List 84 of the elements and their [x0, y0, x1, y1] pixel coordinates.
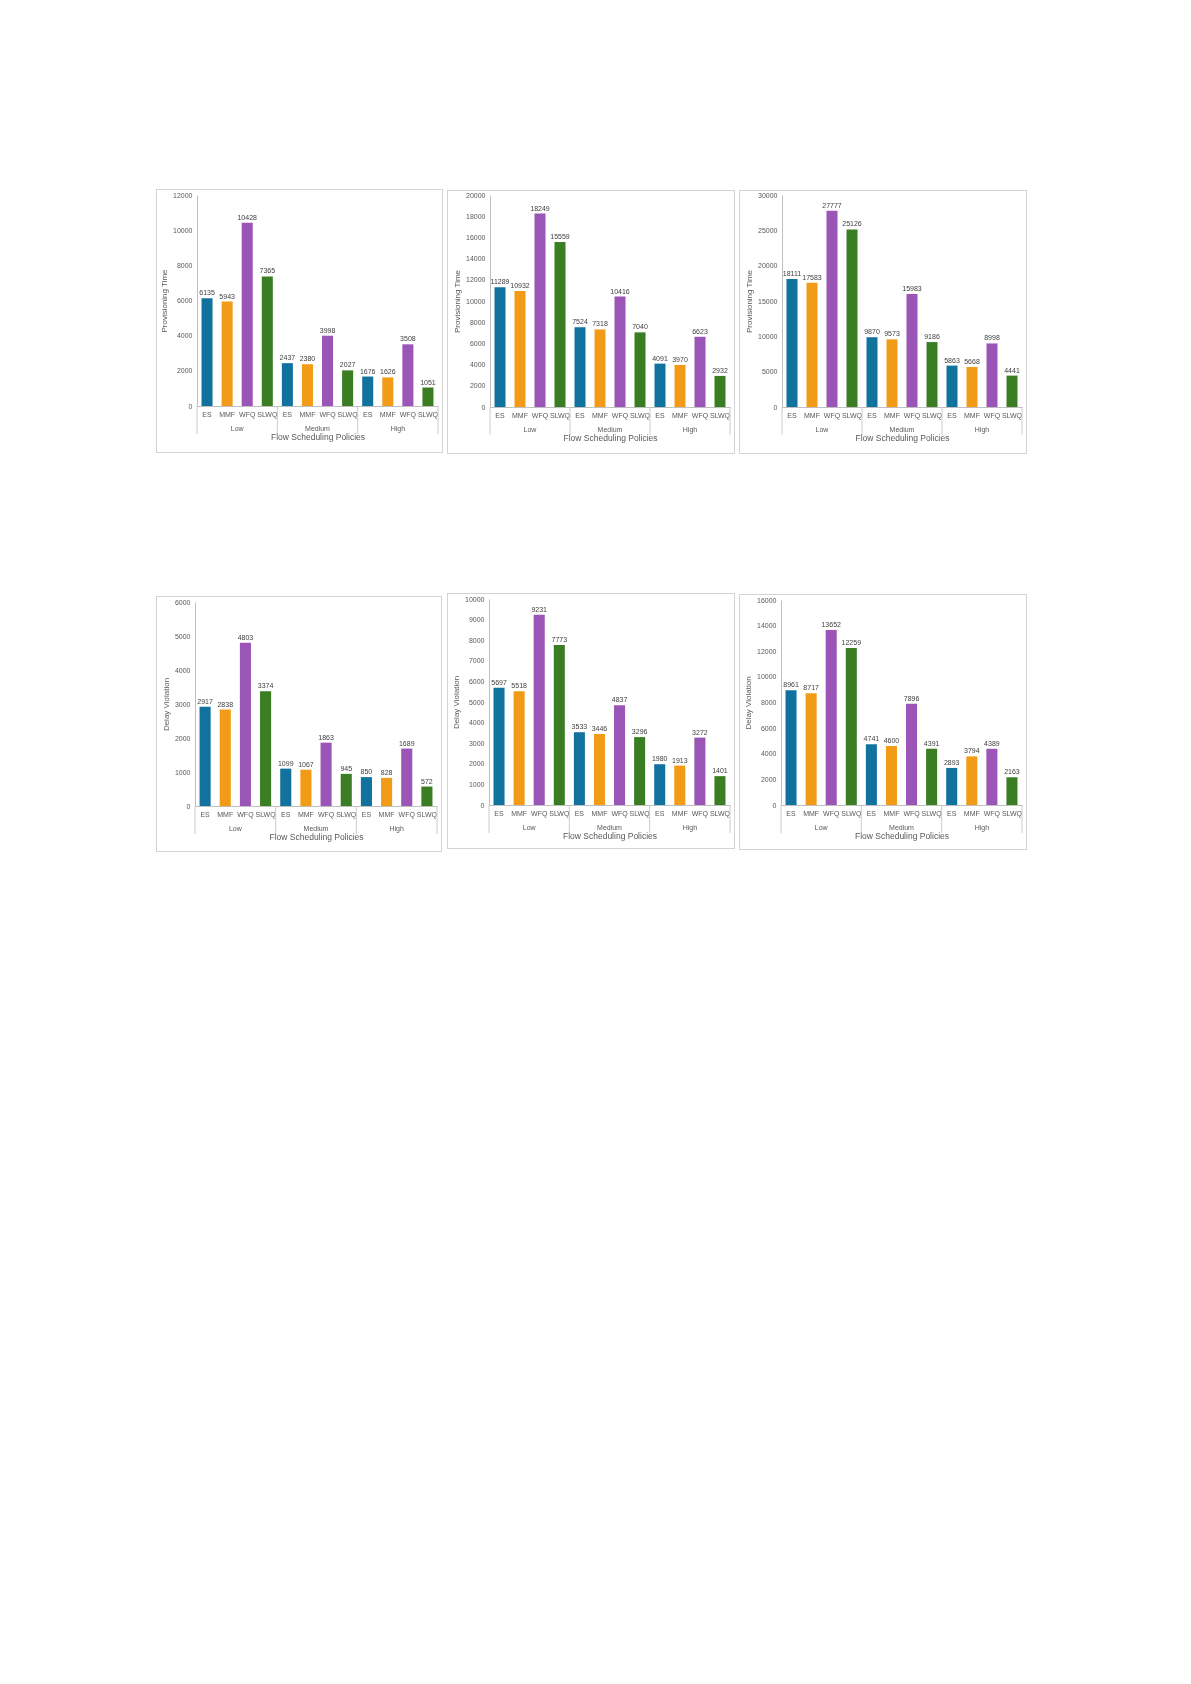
bar — [201, 298, 213, 406]
bar — [199, 706, 211, 806]
bar — [573, 732, 585, 805]
bar — [926, 748, 938, 805]
bar — [593, 734, 605, 805]
bar — [574, 327, 586, 407]
bar — [322, 335, 334, 406]
bar — [634, 332, 646, 407]
bar — [866, 337, 878, 407]
bar — [674, 364, 686, 407]
bar — [553, 644, 565, 805]
bar — [260, 691, 272, 806]
bar — [239, 642, 251, 806]
y-axis-title: Provisioning Time — [160, 268, 170, 333]
bar — [382, 377, 394, 406]
bar — [634, 737, 646, 805]
x-axis-title: Flow Scheduling Policies — [854, 830, 950, 841]
bar — [906, 294, 918, 407]
y-axis-title: Provisioning Time — [745, 269, 755, 334]
x-axis-title: Flow Scheduling Policies — [563, 432, 658, 443]
bar — [422, 387, 434, 406]
bar — [694, 737, 706, 805]
bar — [825, 630, 837, 805]
bar — [886, 339, 898, 407]
bar — [926, 342, 938, 407]
bar — [281, 363, 293, 406]
y-axis-title: Delay Violation — [452, 675, 462, 730]
bar — [654, 764, 666, 805]
bar — [494, 287, 506, 407]
bar — [986, 343, 998, 407]
bar — [845, 647, 857, 805]
x-axis-title: Flow Scheduling Policies — [562, 830, 658, 841]
bar — [786, 279, 798, 407]
y-axis-title: Delay Violation — [744, 676, 754, 730]
x-axis-title: Flow Scheduling Policies — [269, 831, 364, 842]
bar — [806, 282, 818, 407]
bar — [261, 276, 273, 406]
y-axis-title: Delay Violation — [161, 677, 171, 732]
bar — [342, 370, 354, 406]
bar — [1006, 375, 1018, 407]
bar — [1006, 777, 1018, 805]
bar — [340, 773, 352, 806]
bar — [554, 242, 566, 407]
bar — [654, 363, 666, 407]
bar — [533, 614, 545, 805]
bar — [402, 344, 414, 406]
bar — [493, 687, 505, 805]
bar — [362, 376, 374, 406]
bar — [885, 746, 897, 805]
bar — [534, 213, 546, 407]
bar — [401, 748, 413, 806]
bar — [241, 222, 253, 406]
bar — [714, 375, 726, 407]
bar — [946, 767, 958, 805]
y-axis-title: Provisioning Time — [453, 269, 463, 334]
bar — [785, 690, 797, 805]
bar — [280, 768, 292, 806]
bar — [300, 769, 312, 806]
x-axis-title: Flow Scheduling Policies — [270, 431, 366, 442]
bar — [514, 291, 526, 407]
bar — [674, 765, 686, 805]
bar — [946, 365, 958, 407]
bar — [221, 301, 233, 406]
bar — [513, 691, 525, 805]
bar — [906, 703, 918, 805]
bar — [614, 296, 626, 407]
bar — [966, 366, 978, 407]
bar — [714, 776, 726, 805]
bar — [805, 693, 817, 805]
bar — [865, 744, 877, 805]
bar — [301, 364, 313, 406]
bar — [986, 748, 998, 805]
bar — [594, 329, 606, 407]
x-axis-title: Flow Scheduling Policies — [855, 432, 950, 443]
bar — [694, 336, 706, 407]
bar — [966, 756, 978, 805]
bar — [360, 777, 372, 806]
bar — [381, 777, 393, 806]
bar — [219, 709, 231, 806]
bar — [846, 229, 858, 407]
bar — [614, 705, 626, 805]
bar — [421, 786, 433, 806]
bar — [826, 210, 838, 407]
bar — [320, 742, 332, 806]
